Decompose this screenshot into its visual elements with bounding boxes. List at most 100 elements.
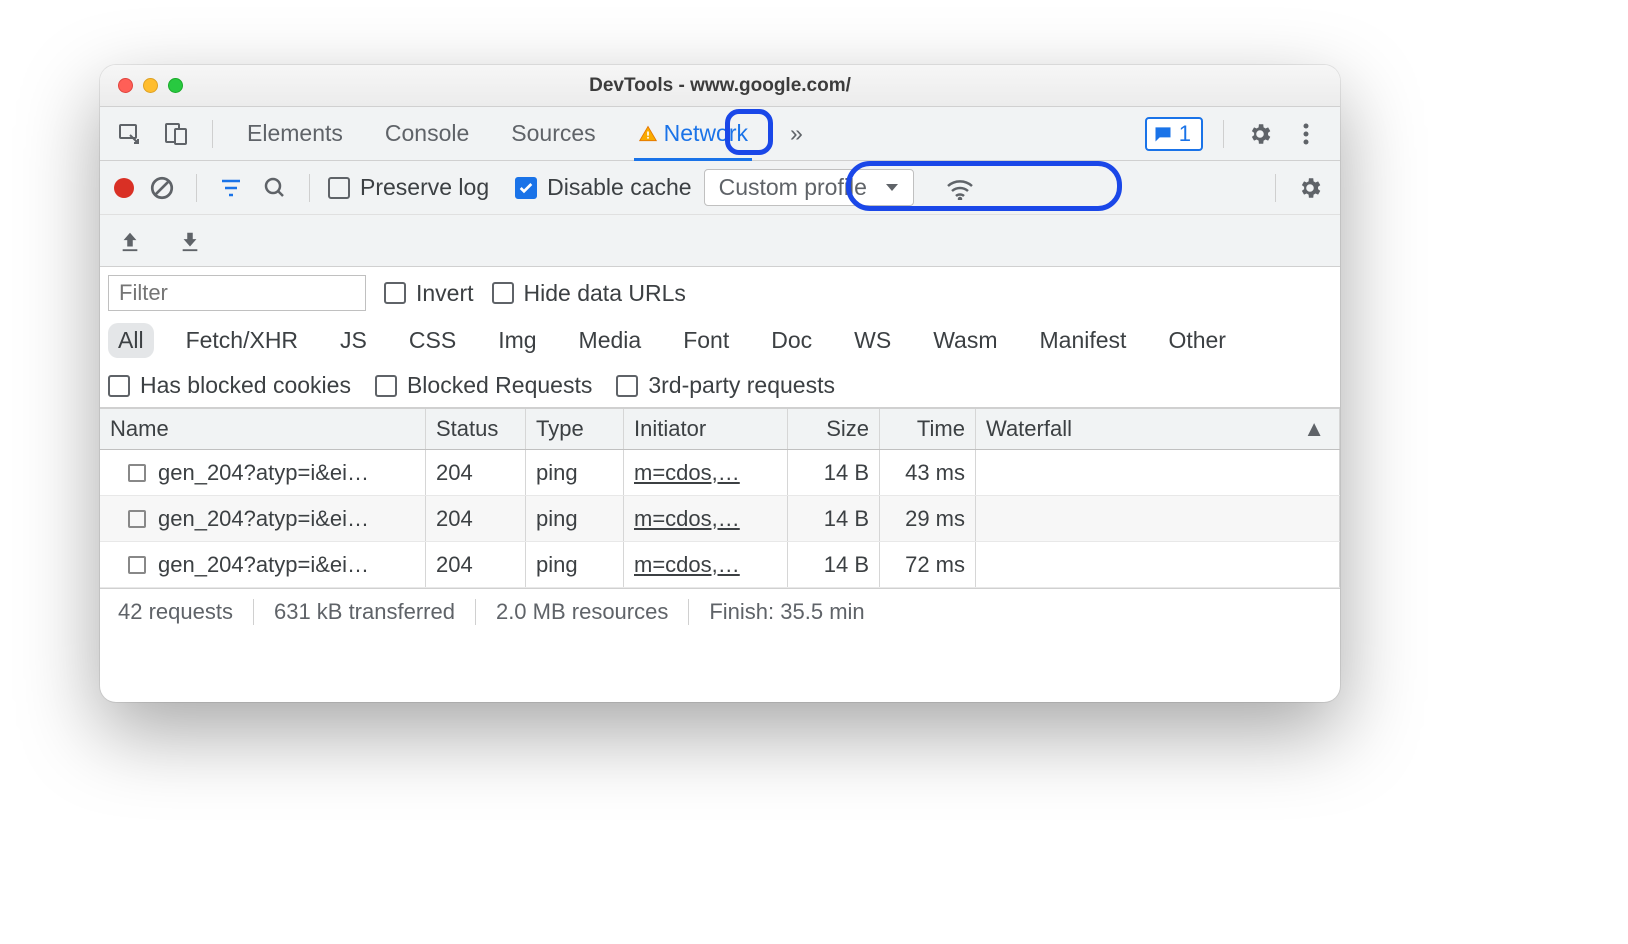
cell-type: ping [526, 496, 624, 541]
th-waterfall-label: Waterfall [986, 416, 1072, 442]
separator [1223, 120, 1224, 148]
cell-initiator[interactable]: m=cdos,… [624, 542, 788, 587]
th-waterfall[interactable]: Waterfall ▲ [976, 409, 1340, 449]
hide-data-urls-checkbox[interactable]: Hide data URLs [492, 280, 686, 307]
device-toolbar-icon[interactable] [160, 118, 192, 150]
th-type[interactable]: Type [526, 409, 624, 449]
chip-img[interactable]: Img [488, 323, 546, 358]
filter-bar: Invert Hide data URLs All Fetch/XHR JS C… [100, 267, 1340, 408]
chip-ws[interactable]: WS [844, 323, 901, 358]
chip-fetch-xhr[interactable]: Fetch/XHR [176, 323, 308, 358]
preserve-log-label: Preserve log [360, 174, 489, 201]
table-row[interactable]: gen_204?atyp=i&ei… 204 ping m=cdos,… 14 … [100, 450, 1340, 496]
table-row[interactable]: gen_204?atyp=i&ei… 204 ping m=cdos,… 14 … [100, 496, 1340, 542]
settings-icon[interactable] [1244, 118, 1276, 150]
record-button[interactable] [114, 178, 134, 198]
document-icon [128, 464, 146, 482]
throttling-value: Custom profile [719, 174, 867, 201]
panel-tabs: Elements Console Sources Network » [245, 108, 805, 159]
cell-time: 43 ms [880, 450, 976, 495]
hide-data-urls-label: Hide data URLs [524, 280, 686, 307]
chip-wasm[interactable]: Wasm [923, 323, 1007, 358]
chip-other[interactable]: Other [1158, 323, 1236, 358]
chip-doc[interactable]: Doc [761, 323, 822, 358]
import-export-toolbar [100, 215, 1340, 267]
warning-icon [638, 124, 658, 144]
more-tabs-button[interactable]: » [788, 108, 805, 159]
filter-input[interactable] [108, 275, 366, 311]
network-toolbar: Preserve log Disable cache Custom profil… [100, 161, 1340, 215]
invert-checkbox[interactable]: Invert [384, 280, 474, 307]
table-row[interactable]: gen_204?atyp=i&ei… 204 ping m=cdos,… 14 … [100, 542, 1340, 588]
preserve-log-checkbox[interactable]: Preserve log [328, 174, 489, 201]
cell-waterfall [976, 450, 1340, 495]
document-icon [128, 556, 146, 574]
main-tabbar: Elements Console Sources Network » 1 [100, 107, 1340, 161]
cell-name: gen_204?atyp=i&ei… [100, 496, 426, 541]
status-finish: Finish: 35.5 min [689, 599, 884, 625]
issues-count: 1 [1179, 121, 1191, 147]
cell-initiator[interactable]: m=cdos,… [624, 496, 788, 541]
tab-elements[interactable]: Elements [245, 108, 345, 159]
titlebar: DevTools - www.google.com/ [100, 65, 1340, 107]
separator [1275, 174, 1276, 202]
chip-css[interactable]: CSS [399, 323, 466, 358]
status-resources: 2.0 MB resources [476, 599, 689, 625]
inspect-element-icon[interactable] [114, 118, 146, 150]
chip-font[interactable]: Font [673, 323, 739, 358]
minimize-window-button[interactable] [143, 78, 158, 93]
chip-all[interactable]: All [108, 323, 154, 358]
third-party-checkbox[interactable]: 3rd-party requests [616, 372, 835, 399]
cell-size: 14 B [788, 496, 880, 541]
tab-network[interactable]: Network [636, 108, 750, 159]
separator [196, 174, 197, 202]
cell-name: gen_204?atyp=i&ei… [100, 450, 426, 495]
blocked-cookies-label: Has blocked cookies [140, 372, 351, 399]
issues-button[interactable]: 1 [1145, 117, 1203, 151]
type-filter-chips: All Fetch/XHR JS CSS Img Media Font Doc … [108, 323, 1332, 358]
cell-size: 14 B [788, 542, 880, 587]
th-status[interactable]: Status [426, 409, 526, 449]
table-header: Name Status Type Initiator Size Time Wat… [100, 408, 1340, 450]
status-requests: 42 requests [114, 599, 254, 625]
checkbox-icon [384, 282, 406, 304]
cell-initiator[interactable]: m=cdos,… [624, 450, 788, 495]
tab-sources[interactable]: Sources [509, 108, 597, 159]
document-icon [128, 510, 146, 528]
cell-time: 72 ms [880, 542, 976, 587]
upload-har-icon[interactable] [114, 225, 146, 257]
close-window-button[interactable] [118, 78, 133, 93]
zoom-window-button[interactable] [168, 78, 183, 93]
chip-manifest[interactable]: Manifest [1030, 323, 1137, 358]
devtools-window: DevTools - www.google.com/ Elements Cons… [100, 65, 1340, 702]
cell-type: ping [526, 450, 624, 495]
chevron-down-icon [885, 183, 899, 193]
third-party-label: 3rd-party requests [648, 372, 835, 399]
th-initiator[interactable]: Initiator [624, 409, 788, 449]
blocked-cookies-checkbox[interactable]: Has blocked cookies [108, 372, 351, 399]
th-size[interactable]: Size [788, 409, 880, 449]
filter-icon[interactable] [215, 172, 247, 204]
th-name[interactable]: Name [100, 409, 426, 449]
chip-js[interactable]: JS [330, 323, 377, 358]
disable-cache-checkbox[interactable]: Disable cache [515, 174, 691, 201]
blocked-requests-checkbox[interactable]: Blocked Requests [375, 372, 592, 399]
checkbox-icon [492, 282, 514, 304]
tab-network-label: Network [664, 120, 748, 147]
sort-asc-icon: ▲ [1303, 416, 1325, 442]
chip-media[interactable]: Media [569, 323, 652, 358]
cell-waterfall [976, 542, 1340, 587]
clear-icon[interactable] [146, 172, 178, 204]
network-conditions-icon[interactable] [944, 172, 976, 204]
tab-console[interactable]: Console [383, 108, 471, 159]
invert-label: Invert [416, 280, 474, 307]
cell-time: 29 ms [880, 496, 976, 541]
kebab-menu-icon[interactable] [1290, 118, 1322, 150]
cell-status: 204 [426, 450, 526, 495]
throttling-select[interactable]: Custom profile [704, 169, 914, 206]
download-har-icon[interactable] [174, 225, 206, 257]
panel-settings-icon[interactable] [1294, 172, 1326, 204]
th-time[interactable]: Time [880, 409, 976, 449]
separator [212, 120, 213, 148]
search-icon[interactable] [259, 172, 291, 204]
